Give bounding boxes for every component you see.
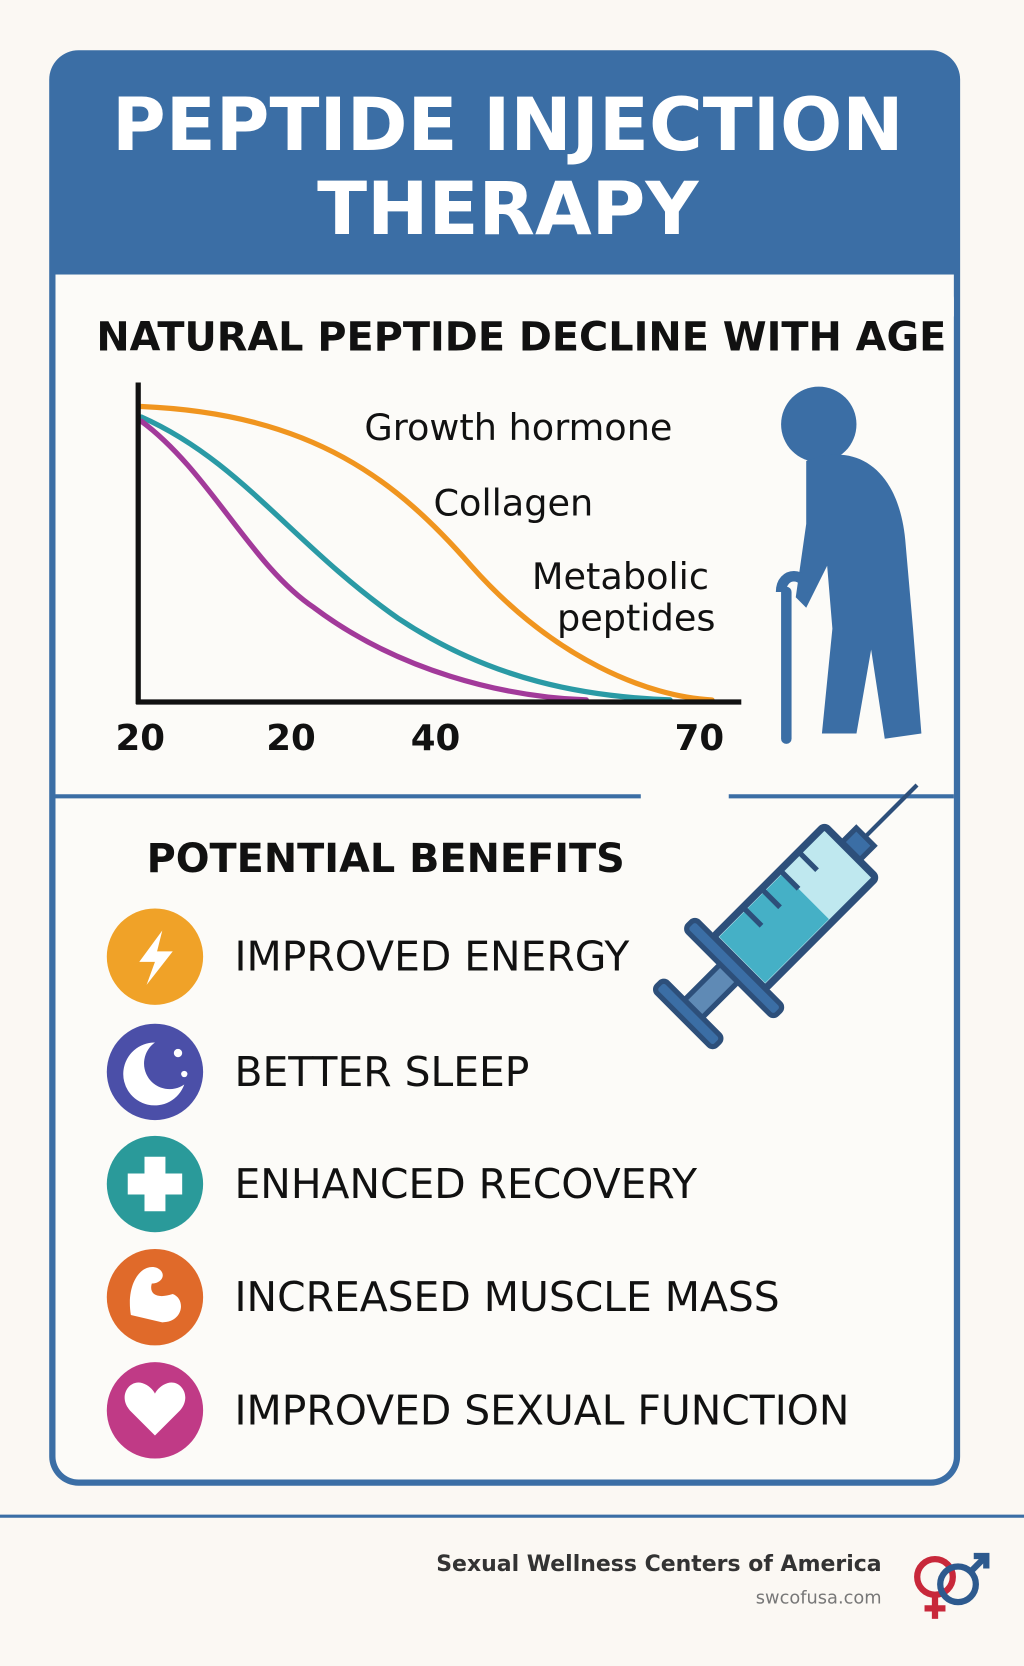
x-tick-label: 40 (411, 718, 461, 759)
curve (138, 418, 589, 703)
title-line: THERAPY (317, 167, 699, 252)
website: swcofusa.com (756, 1587, 882, 1608)
organization: Sexual Wellness Centers of America (436, 1552, 881, 1577)
curve-label: peptides (557, 597, 715, 640)
elderly-figure (775, 386, 922, 744)
title-line: PEPTIDE INJECTION (112, 83, 904, 168)
logo (914, 1552, 990, 1619)
curve-label: Metabolic (532, 555, 709, 598)
syringe (652, 783, 919, 1050)
benefit: IMPROVED SEXUAL FUNCTION (235, 1386, 850, 1434)
benefit-icons (106, 908, 204, 1459)
curves (138, 403, 715, 703)
benefit: ENHANCED RECOVERY (235, 1160, 699, 1208)
x-tick-label: 20 (266, 718, 316, 759)
x-tick-label: 20 (116, 718, 166, 759)
curve-label: Growth hormone (364, 406, 672, 449)
x-tick-label: 70 (675, 718, 725, 759)
section-title: NATURAL PEPTIDE DECLINE WITH AGE (96, 314, 946, 360)
curve (138, 414, 673, 703)
benefit: INCREASED MUSCLE MASS (235, 1273, 780, 1321)
curve-label: Collagen (433, 481, 593, 524)
panel-top (55, 274, 954, 317)
curve (138, 403, 715, 703)
benefit: IMPROVED ENERGY (235, 933, 631, 981)
section-title: POTENTIAL BENEFITS (147, 836, 625, 882)
benefit: BETTER SLEEP (235, 1048, 530, 1096)
